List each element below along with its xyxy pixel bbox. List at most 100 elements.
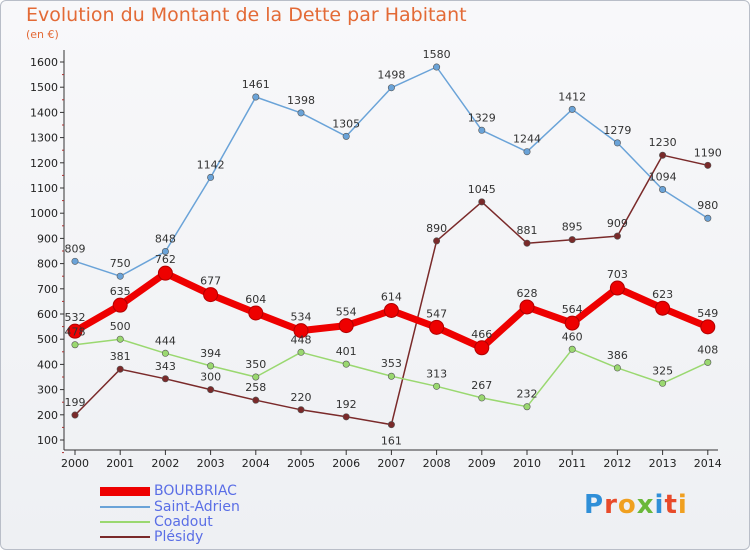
data-label: 1142: [197, 158, 225, 171]
data-label: 547: [426, 307, 447, 320]
x-tick-label: 2003: [197, 457, 225, 470]
data-point: [523, 148, 531, 156]
data-label: 381: [110, 350, 131, 363]
x-tick-label: 2012: [603, 457, 631, 470]
data-point: [67, 323, 83, 339]
data-point: [252, 93, 260, 101]
data-label: 750: [110, 257, 131, 270]
data-label: 809: [65, 242, 86, 255]
y-tick-label: 1400: [30, 106, 58, 119]
data-point: [342, 360, 350, 368]
legend-item-coadout: Coadout: [100, 514, 213, 530]
data-point: [161, 349, 169, 357]
data-point: [523, 239, 531, 247]
data-point: [429, 319, 445, 335]
data-point: [383, 302, 399, 318]
data-label: 220: [291, 391, 312, 404]
data-label: 161: [381, 435, 402, 448]
data-point: [564, 315, 580, 331]
data-point: [387, 421, 395, 429]
legend-item-saint-adrien: Saint-Adrien: [100, 499, 240, 515]
data-label: 614: [381, 290, 402, 303]
data-point: [433, 382, 441, 390]
x-tick-label: 2002: [151, 457, 179, 470]
chart-unit: (en €): [26, 28, 59, 41]
data-label: 1498: [377, 69, 405, 82]
data-point: [161, 375, 169, 383]
x-tick-label: 2004: [242, 457, 270, 470]
data-label: 1094: [649, 171, 677, 184]
data-point: [433, 63, 441, 71]
chart-title: Evolution du Montant de la Dette par Hab…: [26, 4, 467, 26]
data-label: 534: [291, 311, 312, 324]
data-point: [387, 84, 395, 92]
data-label: 909: [607, 217, 628, 230]
data-point: [700, 319, 716, 335]
data-label: 199: [65, 396, 86, 409]
legend-label: Plésidy: [154, 529, 204, 545]
legend-label: BOURBRIAC: [154, 483, 237, 499]
data-point: [338, 318, 354, 334]
x-tick-label: 2010: [513, 457, 541, 470]
data-point: [71, 341, 79, 349]
x-tick-label: 2014: [694, 457, 722, 470]
data-point: [613, 232, 621, 240]
data-point: [568, 236, 576, 244]
data-point: [478, 198, 486, 206]
y-tick-label: 300: [37, 384, 58, 397]
data-label: 448: [291, 333, 312, 346]
data-point: [387, 372, 395, 380]
data-label: 1329: [468, 111, 496, 124]
data-label: 1190: [694, 146, 722, 159]
x-tick-label: 2000: [61, 457, 89, 470]
data-point: [474, 340, 490, 356]
data-point: [293, 323, 309, 339]
data-point: [659, 186, 667, 194]
data-point: [704, 161, 712, 169]
data-point: [613, 364, 621, 372]
data-label: 466: [471, 328, 492, 341]
data-label: 394: [200, 347, 221, 360]
data-point: [248, 305, 264, 321]
legend-swatch: [100, 536, 150, 538]
data-label: 500: [110, 320, 131, 333]
data-point: [252, 373, 260, 381]
data-label: 232: [517, 388, 538, 401]
data-point: [207, 362, 215, 370]
data-point: [207, 173, 215, 181]
data-label: 1580: [423, 48, 451, 61]
y-tick-label: 1600: [30, 56, 58, 69]
data-point: [297, 406, 305, 414]
data-label: 386: [607, 349, 628, 362]
legend-label: Saint-Adrien: [154, 499, 240, 515]
data-label: 549: [697, 307, 718, 320]
data-label: 1305: [332, 117, 360, 130]
data-label: 604: [245, 293, 266, 306]
y-tick-label: 600: [37, 308, 58, 321]
data-label: 1045: [468, 183, 496, 196]
data-label: 343: [155, 360, 176, 373]
legend-swatch: [100, 506, 150, 508]
data-label: 890: [426, 222, 447, 235]
x-tick-label: 2013: [649, 457, 677, 470]
data-label: 1230: [649, 136, 677, 149]
data-label: 635: [110, 285, 131, 298]
data-point: [203, 287, 219, 303]
legend-item-bourbriac: BOURBRIAC: [100, 483, 237, 499]
data-point: [523, 403, 531, 411]
legend-swatch: [100, 486, 150, 496]
data-point: [297, 109, 305, 117]
data-point: [478, 394, 486, 402]
x-tick-label: 2005: [287, 457, 315, 470]
data-label: 350: [245, 358, 266, 371]
data-point: [252, 396, 260, 404]
data-point: [613, 139, 621, 147]
x-tick-label: 2007: [377, 457, 405, 470]
data-label: 401: [336, 345, 357, 358]
data-label: 677: [200, 275, 221, 288]
data-label: 895: [562, 221, 583, 234]
data-point: [71, 411, 79, 419]
y-tick-label: 1500: [30, 81, 58, 94]
